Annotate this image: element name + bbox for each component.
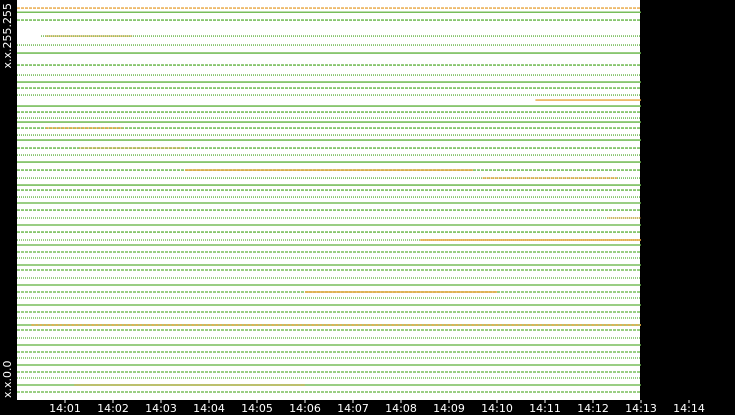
- x-tick-label: 14:11: [529, 402, 561, 415]
- plot-area: [17, 0, 640, 400]
- x-tick-label: 14:04: [193, 402, 225, 415]
- x-tick-label: 14:08: [385, 402, 417, 415]
- x-tick-label: 14:13: [625, 402, 657, 415]
- x-tick-label: 14:05: [241, 402, 273, 415]
- x-tick-label: 14:02: [97, 402, 129, 415]
- x-tick-label: 14:09: [433, 402, 465, 415]
- x-tick-label: 14:01: [49, 402, 81, 415]
- y-tick-label: x.x.255.255: [1, 3, 14, 69]
- y-tick-label: x.x.0.0: [1, 360, 14, 398]
- x-tick-label: 14:14: [673, 402, 705, 415]
- x-tick-label: 14:07: [337, 402, 369, 415]
- x-tick-label: 14:12: [577, 402, 609, 415]
- x-tick-label: 14:10: [481, 402, 513, 415]
- x-tick-label: 14:03: [145, 402, 177, 415]
- x-tick-label: 14:06: [289, 402, 321, 415]
